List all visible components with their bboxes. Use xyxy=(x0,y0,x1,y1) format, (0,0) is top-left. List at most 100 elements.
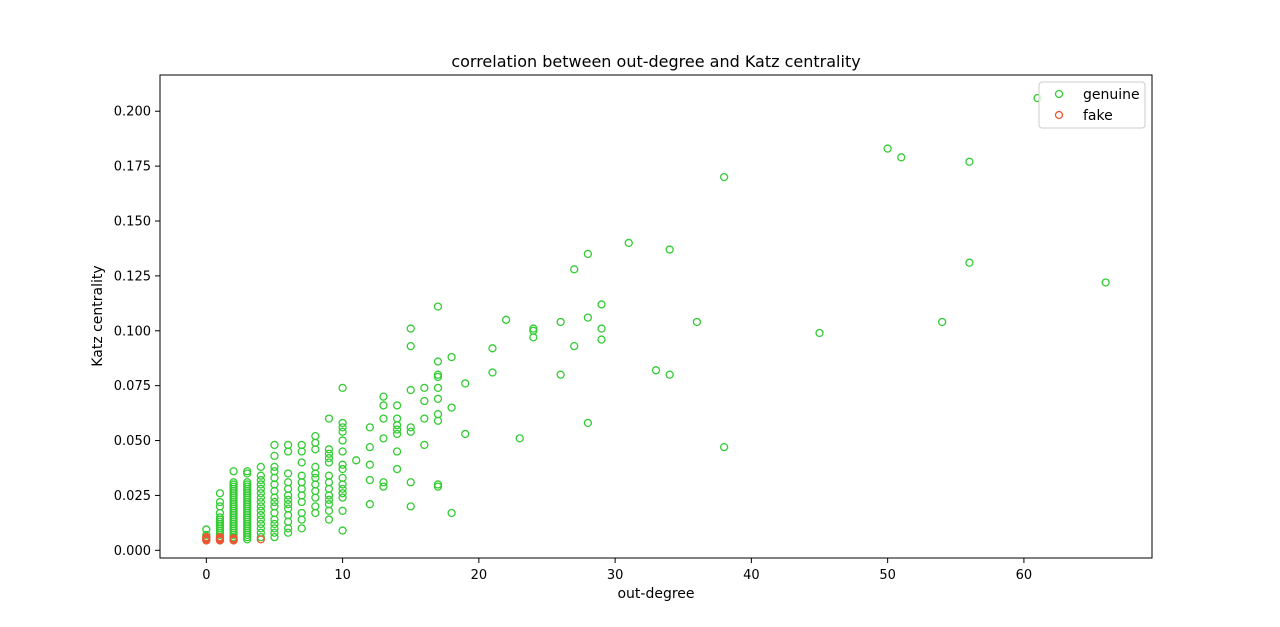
point-genuine-172 xyxy=(365,500,375,509)
point-genuine-84 xyxy=(256,497,265,507)
point-genuine-99 xyxy=(270,497,279,507)
point-genuine-218 xyxy=(501,315,511,324)
x-tick-label-0: 0 xyxy=(202,568,210,583)
legend-label-fake: fake xyxy=(1083,108,1113,124)
point-genuine-113 xyxy=(283,500,293,509)
point-genuine-164 xyxy=(338,460,347,469)
legend-marker-genuine xyxy=(1054,89,1064,99)
point-genuine-245 xyxy=(965,157,974,166)
point-genuine-166 xyxy=(338,436,347,445)
point-genuine-155 xyxy=(324,414,334,423)
point-genuine-228 xyxy=(583,313,593,322)
point-genuine-222 xyxy=(529,324,538,333)
point-genuine-145 xyxy=(324,500,334,509)
point-genuine-193 xyxy=(406,423,415,432)
point-genuine-159 xyxy=(338,489,347,498)
point-genuine-243 xyxy=(938,317,947,327)
point-genuine-180 xyxy=(379,414,388,423)
plot-background xyxy=(160,75,1152,558)
point-genuine-3 xyxy=(202,525,211,534)
point-genuine-128 xyxy=(297,471,306,480)
point-genuine-229 xyxy=(583,249,593,259)
point-genuine-240 xyxy=(815,328,824,338)
point-genuine-139 xyxy=(311,462,320,472)
point-genuine-204 xyxy=(433,410,443,419)
x-tick-label-4: 40 xyxy=(743,568,760,583)
point-genuine-158 xyxy=(338,493,347,502)
point-genuine-214 xyxy=(461,429,470,439)
point-genuine-121 xyxy=(297,524,306,533)
point-genuine-215 xyxy=(461,379,470,388)
point-fake-11 xyxy=(256,535,265,544)
legend-box xyxy=(1038,81,1146,129)
point-genuine-225 xyxy=(570,341,579,351)
point-genuine-186 xyxy=(392,425,402,434)
point-genuine-219 xyxy=(515,434,524,443)
point-genuine-45 xyxy=(229,478,238,487)
point-genuine-216 xyxy=(488,368,497,377)
point-genuine-200 xyxy=(420,383,429,393)
point-genuine-168 xyxy=(338,423,347,432)
point-genuine-154 xyxy=(324,445,334,454)
y-axis-label: Katz centrality xyxy=(90,265,106,366)
y-tick-label-0: 0.000 xyxy=(114,544,151,559)
point-genuine-179 xyxy=(379,434,388,443)
plot-area xyxy=(160,75,1152,558)
point-genuine-230 xyxy=(597,335,606,344)
point-genuine-173 xyxy=(365,475,375,485)
chart-title: correlation between out-degree and Katz … xyxy=(451,52,860,71)
legend-label-genuine: genuine xyxy=(1083,87,1140,103)
point-genuine-150 xyxy=(324,471,334,480)
point-genuine-92 xyxy=(270,532,279,542)
point-genuine-175 xyxy=(365,442,375,452)
point-genuine-182 xyxy=(379,392,388,401)
point-genuine-239 xyxy=(719,172,729,182)
point-genuine-223 xyxy=(556,370,565,379)
point-genuine-18 xyxy=(215,489,225,498)
point-genuine-133 xyxy=(311,502,320,511)
point-genuine-210 xyxy=(433,302,443,311)
y-axis: 0.000 0.025 0.050 0.075 0.100 0.125 0.150 0.175… xyxy=(114,105,160,559)
x-tick-label-5: 50 xyxy=(879,568,896,583)
point-genuine-247 xyxy=(1101,278,1110,287)
point-genuine-236 xyxy=(665,245,674,254)
y-tick-label-3: 0.075 xyxy=(114,379,151,394)
y-tick-label-6: 0.150 xyxy=(114,214,151,229)
point-genuine-178 xyxy=(379,478,388,487)
points-layer xyxy=(202,93,1110,545)
point-genuine-16 xyxy=(215,502,225,511)
point-genuine-46 xyxy=(229,467,238,476)
point-genuine-162 xyxy=(338,473,347,483)
point-genuine-157 xyxy=(338,506,347,515)
point-genuine-237 xyxy=(692,317,702,327)
x-tick-label-6: 60 xyxy=(1016,568,1033,583)
point-genuine-105 xyxy=(270,462,279,472)
point-genuine-165 xyxy=(338,447,347,456)
point-genuine-205 xyxy=(433,394,443,403)
point-genuine-196 xyxy=(406,324,415,333)
x-tick-label-3: 30 xyxy=(607,568,624,583)
point-genuine-184 xyxy=(392,447,402,456)
y-tick-label-8: 0.200 xyxy=(114,105,151,120)
point-genuine-181 xyxy=(379,401,388,410)
point-genuine-160 xyxy=(338,484,347,493)
point-genuine-194 xyxy=(406,385,415,395)
point-genuine-183 xyxy=(392,464,402,474)
y-tick-label-2: 0.050 xyxy=(114,434,151,449)
point-genuine-80 xyxy=(256,515,265,524)
point-genuine-85 xyxy=(256,493,265,502)
point-genuine-123 xyxy=(297,508,306,518)
point-genuine-73 xyxy=(243,478,252,487)
point-genuine-234 xyxy=(651,366,661,375)
point-genuine-195 xyxy=(406,341,415,351)
point-genuine-192 xyxy=(406,427,415,436)
point-genuine-82 xyxy=(256,506,265,515)
y-tick-label-7: 0.175 xyxy=(114,160,151,175)
point-fake-10 xyxy=(229,534,238,543)
point-genuine-208 xyxy=(433,370,443,379)
point-genuine-211 xyxy=(447,508,456,518)
point-genuine-176 xyxy=(365,423,375,432)
point-genuine-233 xyxy=(624,238,633,248)
point-genuine-146 xyxy=(324,495,334,504)
